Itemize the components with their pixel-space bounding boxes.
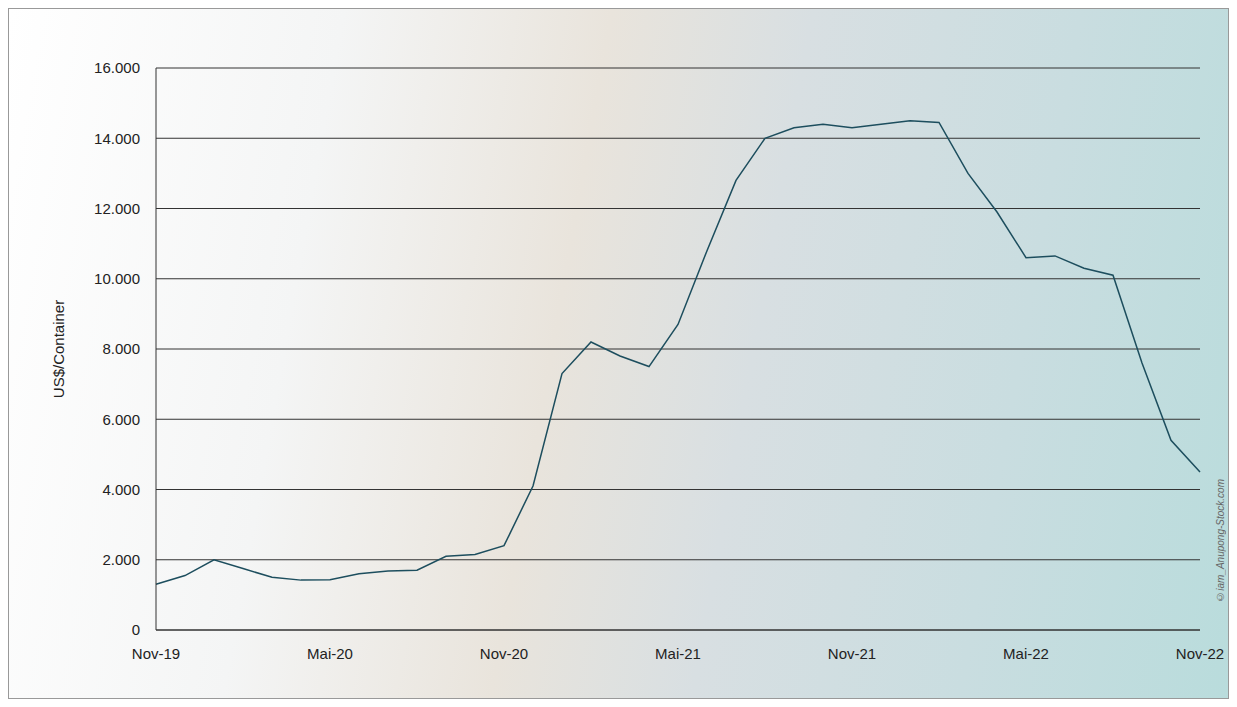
svg-text:2.000: 2.000	[102, 551, 140, 568]
svg-text:6.000: 6.000	[102, 411, 140, 428]
html-text:©iam_Anupong-Stock.com: ©iam_Anupong-Stock.com	[1215, 479, 1226, 602]
svg-text:8.000: 8.000	[102, 340, 140, 357]
svg-text:10.000: 10.000	[94, 270, 140, 287]
svg-text:Mai-20: Mai-20	[307, 645, 353, 662]
svg-text:Mai-22: Mai-22	[1003, 645, 1049, 662]
svg-text:Nov-21: Nov-21	[828, 645, 876, 662]
svg-text:Nov-19: Nov-19	[132, 645, 180, 662]
svg-text:4.000: 4.000	[102, 481, 140, 498]
svg-text:Mai-21: Mai-21	[655, 645, 701, 662]
svg-text:US$/Container: US$/Container	[50, 300, 67, 398]
svg-text:0: 0	[132, 621, 140, 638]
svg-text:Nov-22: Nov-22	[1176, 645, 1224, 662]
svg-text:16.000: 16.000	[94, 59, 140, 76]
svg-text:Nov-20: Nov-20	[480, 645, 528, 662]
svg-text:14.000: 14.000	[94, 130, 140, 147]
svg-text:12.000: 12.000	[94, 200, 140, 217]
